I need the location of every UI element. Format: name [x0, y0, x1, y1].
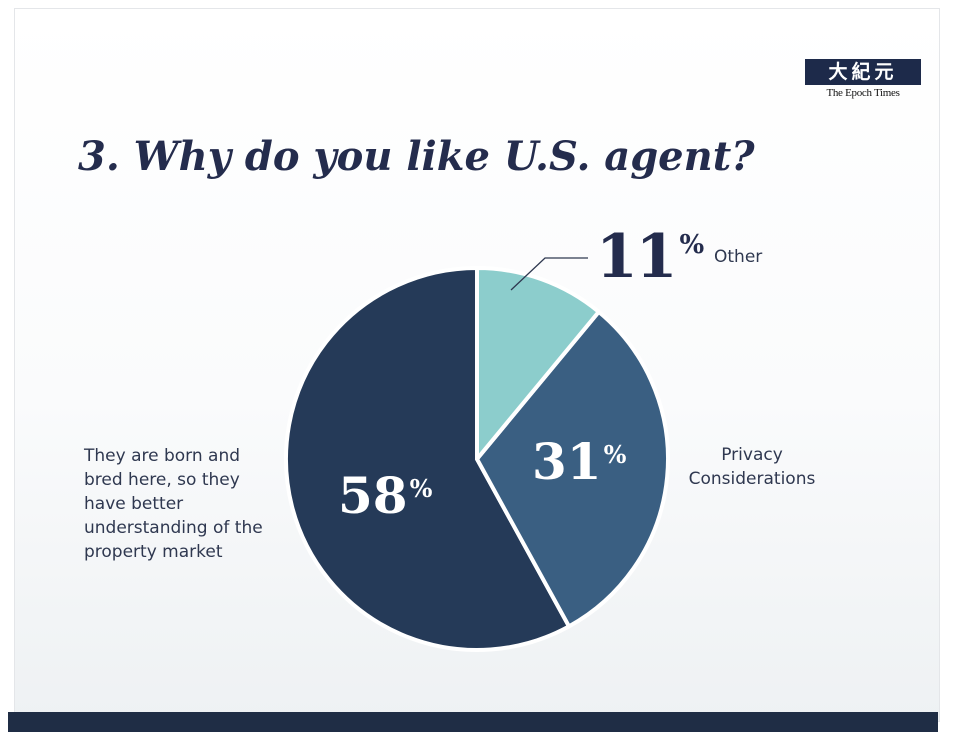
- label-line: understanding of the: [84, 518, 263, 538]
- label-line: Privacy: [721, 445, 783, 465]
- label-line: Considerations: [688, 469, 816, 489]
- pct-born-bred-value: 58: [338, 466, 408, 525]
- slice-label-other: Other: [714, 247, 763, 267]
- epoch-times-logo: 大紀元 The Epoch Times: [805, 59, 923, 105]
- logo-chinese-text: 大紀元: [805, 59, 921, 85]
- pie-slice-privacy: [475, 309, 670, 629]
- pct-other-value: 11: [596, 222, 677, 292]
- label-line: bred here, so they: [84, 470, 240, 490]
- pct-other-symbol: %: [679, 230, 705, 260]
- pct-label-born-bred: 58%: [338, 466, 432, 525]
- label-line: They are born and: [84, 446, 241, 466]
- slice-label-privacy: Privacy Considerations: [672, 443, 832, 491]
- pct-label-privacy: 31%: [532, 432, 626, 491]
- logo-english-text: The Epoch Times: [826, 87, 900, 99]
- pie-slice-other: [475, 266, 601, 461]
- pct-label-other: 11%: [596, 222, 704, 292]
- pct-born-bred-symbol: %: [409, 474, 433, 503]
- chart-title: 3. Why do you like U.S. agent?: [78, 133, 755, 180]
- bottom-bar: [8, 712, 938, 732]
- label-line: property market: [84, 542, 223, 562]
- slice-label-born-bred: They are born and bred here, so they hav…: [84, 444, 284, 564]
- pie-slice-born-bred: [284, 266, 572, 652]
- pct-privacy-symbol: %: [603, 440, 627, 469]
- other-leader-line: [510, 257, 588, 291]
- label-line: have better: [84, 494, 184, 514]
- pct-privacy-value: 31: [532, 432, 602, 491]
